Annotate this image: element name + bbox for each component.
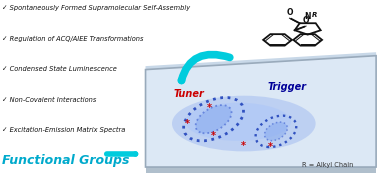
Text: Functional Groups: Functional Groups (2, 154, 129, 167)
Ellipse shape (185, 103, 291, 141)
Ellipse shape (265, 122, 287, 141)
Polygon shape (146, 167, 376, 173)
Ellipse shape (195, 105, 232, 133)
Text: *: * (268, 142, 273, 152)
Text: R: R (312, 12, 317, 18)
Text: ✓ Spontaneously Formed Supramolecular Self-Assembly: ✓ Spontaneously Formed Supramolecular Se… (2, 5, 190, 11)
Text: O: O (286, 9, 293, 17)
Polygon shape (146, 56, 376, 167)
Text: R = Alkyl Chain: R = Alkyl Chain (302, 162, 354, 168)
Text: Trigger: Trigger (268, 82, 307, 92)
Text: ✓ Non-Covalent Interactions: ✓ Non-Covalent Interactions (2, 97, 96, 102)
FancyArrowPatch shape (181, 54, 230, 81)
Text: *: * (207, 103, 212, 113)
Text: ✓ Regulation of ACQ/AIEE Transformations: ✓ Regulation of ACQ/AIEE Transformations (2, 36, 143, 42)
Text: ✓ Excitation-Emission Matrix Spectra: ✓ Excitation-Emission Matrix Spectra (2, 127, 125, 133)
Text: Tuner: Tuner (174, 89, 204, 99)
Text: *: * (241, 141, 246, 151)
Text: *: * (211, 131, 216, 141)
Ellipse shape (172, 96, 316, 151)
Text: ✓ Condensed State Luminescence: ✓ Condensed State Luminescence (2, 66, 117, 72)
Text: N: N (304, 12, 311, 21)
Text: O: O (303, 16, 309, 25)
Polygon shape (146, 52, 376, 70)
Text: *: * (184, 118, 190, 129)
